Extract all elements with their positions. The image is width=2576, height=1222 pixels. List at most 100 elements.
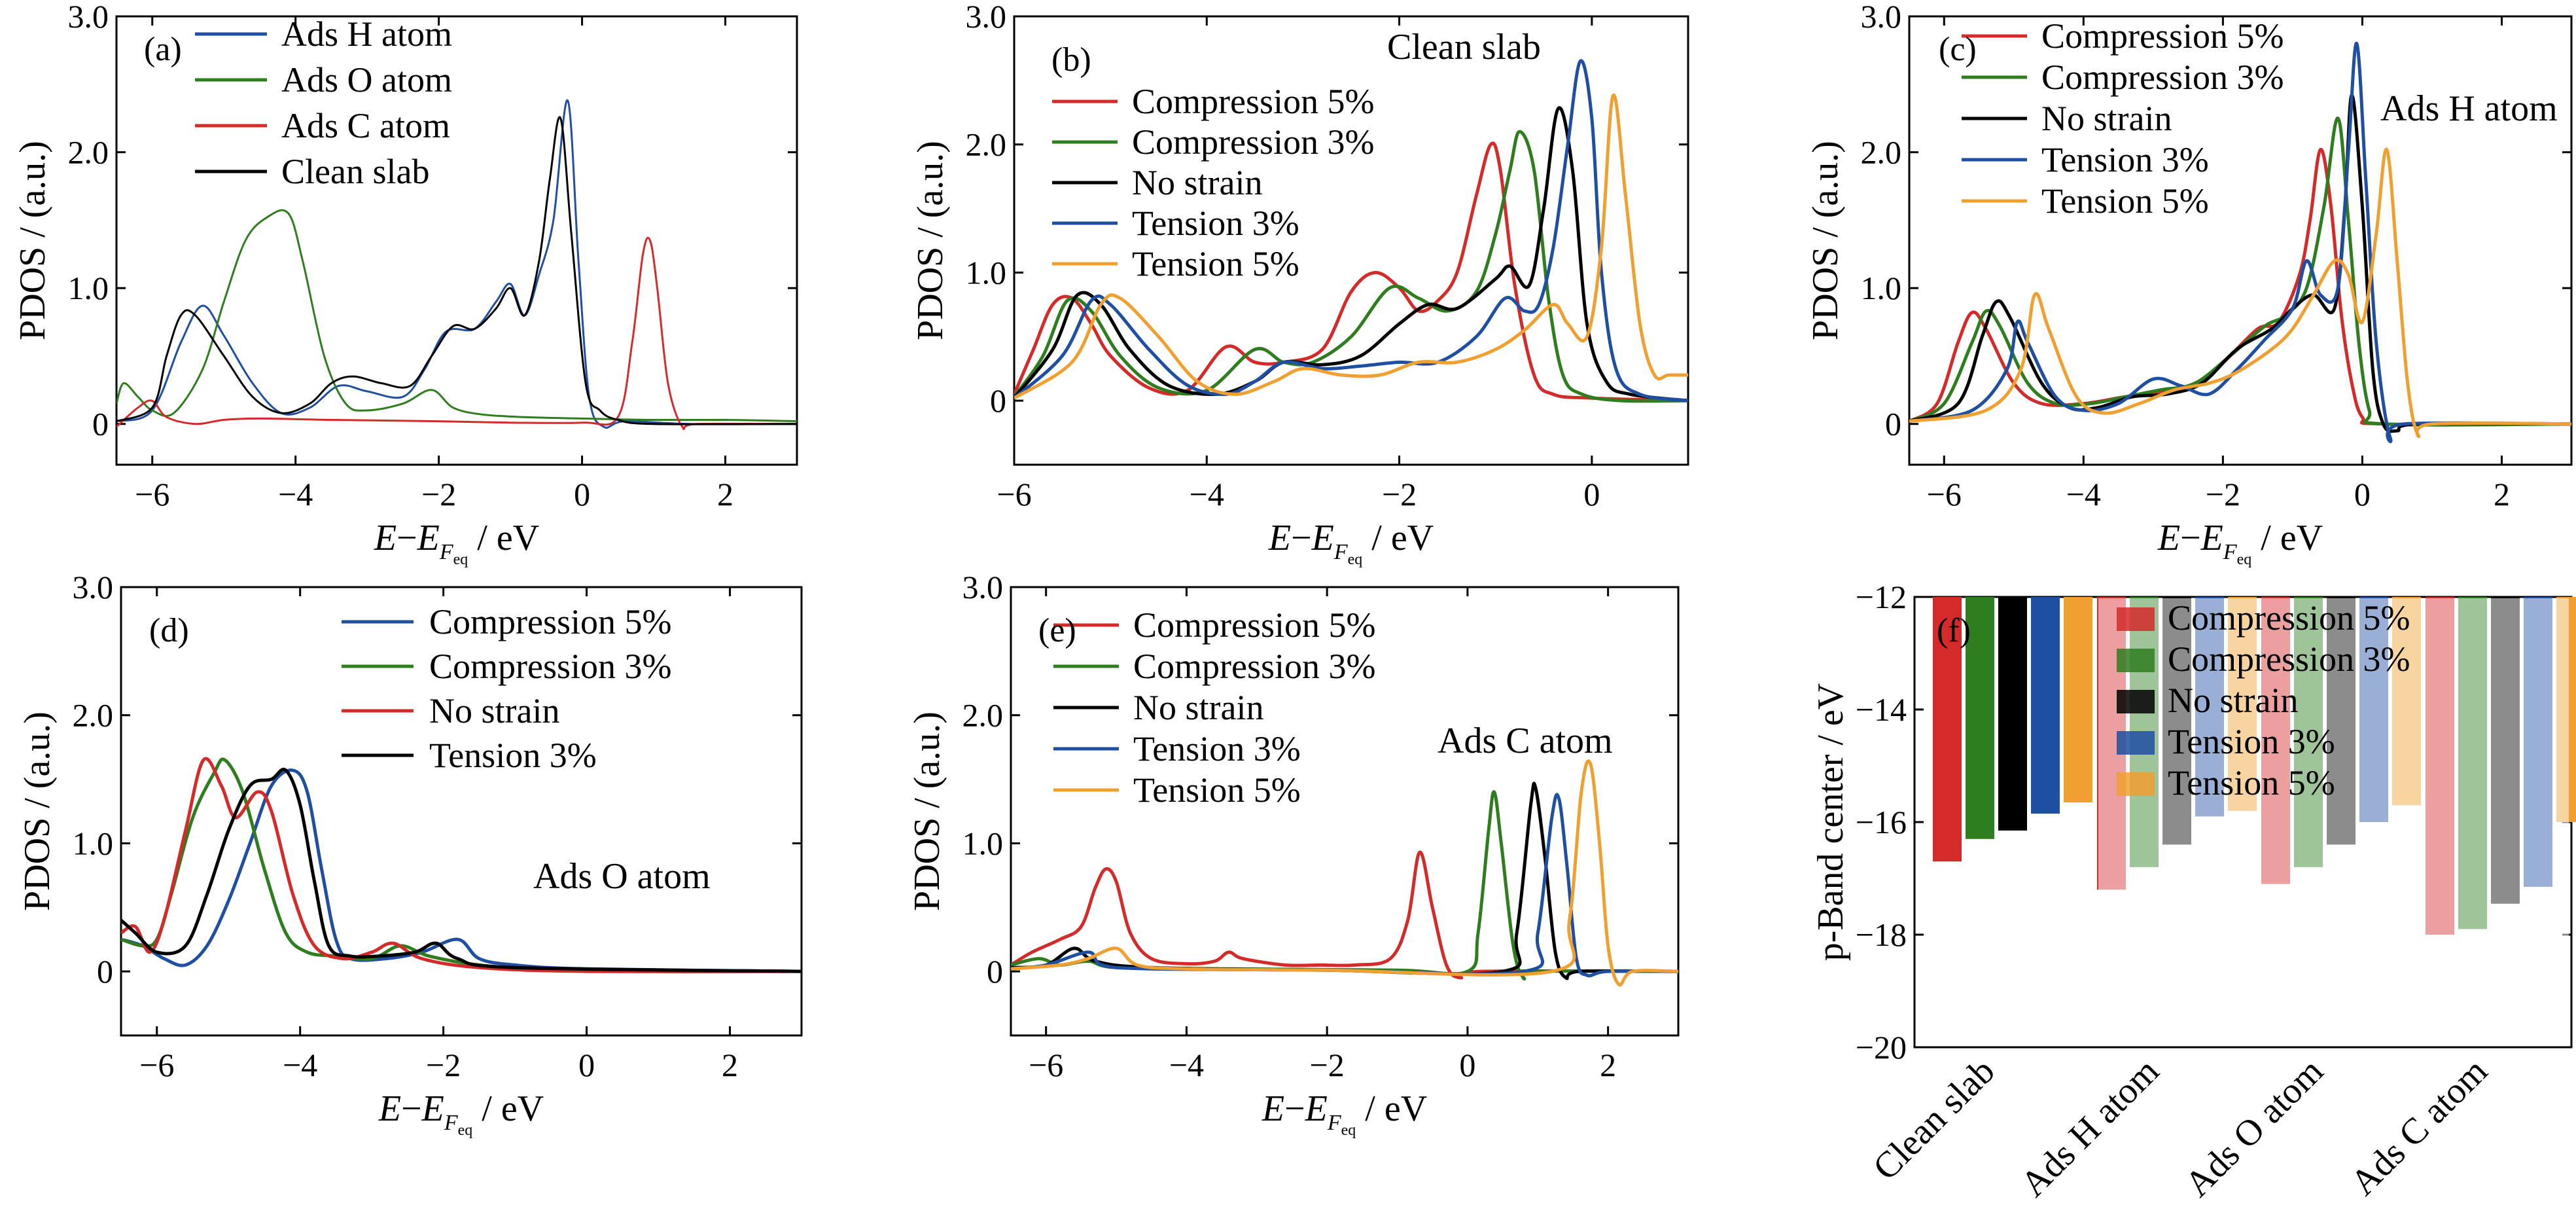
x-tick-label: 0: [578, 1047, 595, 1083]
x-tick-label: −6: [135, 476, 169, 512]
series-group: [1011, 759, 1678, 987]
legend-label: Compression 5%: [429, 602, 672, 641]
x-category-label: Clean slab: [1865, 1051, 2003, 1188]
series-line-tension-5-: [1011, 759, 1678, 987]
series-line-compression-5-: [121, 768, 802, 973]
x-tick-label: −6: [997, 476, 1031, 512]
y-tick-label: 3.0: [966, 0, 1007, 35]
y-tick-label: 3.0: [1861, 0, 1902, 35]
y-tick-label: 1.0: [1861, 270, 1902, 306]
y-tick-label: 2.0: [962, 697, 1004, 734]
legend-label: Compression 5%: [1133, 605, 1376, 645]
legend-label: Tension 5%: [2041, 181, 2209, 221]
y-tick-label: −18: [1856, 916, 1907, 953]
series-line-no-strain: [1909, 93, 2571, 433]
series-line-ads-h-atom: [116, 99, 797, 429]
legend-swatch: [2117, 649, 2155, 672]
legend-label: Compression 3%: [1132, 122, 1375, 162]
x-tick-label: 0: [574, 476, 590, 512]
y-tick-label: −16: [1856, 804, 1907, 840]
series-line-tension-3-: [1011, 793, 1678, 978]
panel-annotation: Clean slab: [1387, 27, 1541, 67]
x-category-label: Ads H atom: [2013, 1051, 2166, 1204]
legend-label: Ads O atom: [281, 60, 452, 99]
y-axis-title: PDOS / (a.u.): [12, 141, 53, 340]
y-axis-title: PDOS / (a.u.): [1805, 141, 1846, 340]
legend-label: Tension 5%: [1132, 244, 1299, 283]
y-tick-label: 1.0: [73, 825, 114, 861]
legend-label: Compression 3%: [2041, 58, 2284, 97]
legend-label: Ads C atom: [281, 106, 450, 145]
legend-label: Tension 5%: [1133, 770, 1301, 810]
plot-frame: [1010, 586, 1680, 1037]
series-line-compression-3-: [1014, 130, 1688, 403]
plot-frame: [120, 586, 803, 1037]
series-line-compression-5-: [1014, 141, 1688, 403]
legend-label: Ads H atom: [281, 14, 452, 54]
y-tick-label: 2.0: [966, 126, 1007, 163]
legend-label: No strain: [2041, 99, 2172, 138]
bar: [2031, 597, 2060, 814]
y-axis-title: PDOS / (a.u.): [910, 141, 951, 340]
panel-label: (f): [1937, 612, 1971, 649]
series-line-compression-5-: [1011, 850, 1678, 980]
y-tick-label: 0: [1885, 406, 1901, 442]
y-tick-label: 0: [990, 382, 1006, 419]
x-category-label: Ads O atom: [2177, 1051, 2331, 1204]
series-line-tension-5-: [1909, 147, 2571, 439]
panel-annotation: Ads C atom: [1438, 721, 1613, 761]
panel-label: (c): [1939, 31, 1977, 68]
y-tick-label: 2.0: [68, 134, 109, 171]
y-axis-title: p-Band center / eV: [1810, 683, 1851, 961]
y-tick-label: −12: [1856, 579, 1907, 615]
legend-swatch: [2117, 731, 2155, 755]
x-tick-label: −4: [278, 476, 313, 512]
y-tick-label: 3.0: [68, 0, 109, 35]
x-tick-label: −2: [426, 1047, 461, 1083]
series-line-compression-3-: [1909, 117, 2571, 427]
plot-frame: [115, 15, 798, 466]
legend-label: Tension 3%: [1133, 729, 1301, 768]
x-tick-label: −4: [283, 1047, 317, 1083]
legend-backdrop: [2098, 598, 2569, 963]
panel-6: −20 −18 −16 −14 −12 Clean slab Ads H atom Ads O…: [1810, 579, 2576, 1205]
legend-label: Tension 3%: [2168, 722, 2335, 761]
y-axis-title: PDOS / (a.u.): [907, 711, 947, 911]
x-tick-label: 0: [1459, 1047, 1475, 1083]
x-axis-title: E−EFeq / eV: [2157, 518, 2323, 568]
legend-swatch: [2117, 607, 2155, 631]
y-tick-label: 1.0: [966, 254, 1007, 291]
x-tick-label: 2: [717, 476, 733, 512]
series-line-ads-c-atom: [116, 236, 797, 431]
plot-frame: [1013, 15, 1689, 466]
legend-label: Compression 5%: [2041, 16, 2284, 56]
y-tick-label: 2.0: [73, 697, 114, 734]
panel-1: 0 1.0 2.0 3.0 −6 −4 −2 0 2 E−EFeq / eV Ads H atom A…: [12, 0, 798, 568]
y-axis-title: PDOS / (a.u.): [17, 711, 58, 911]
bar: [2064, 597, 2092, 802]
y-tick-label: 1.0: [68, 270, 109, 306]
panel-label: (d): [149, 612, 189, 649]
legend-label: Clean slab: [281, 152, 429, 191]
panel-3: 0 1.0 2.0 3.0 −6 −4 −2 0 2 E−EFeq / eV Compression…: [1805, 0, 2573, 568]
x-axis-title: E−EFeq / eV: [374, 518, 539, 568]
bar: [1933, 597, 1962, 862]
legend-label: No strain: [1132, 163, 1262, 202]
x-tick-label: −4: [2066, 476, 2101, 512]
x-tick-label: −2: [421, 476, 456, 512]
y-tick-label: 1.0: [962, 825, 1004, 861]
x-tick-label: 2: [1600, 1047, 1616, 1083]
y-tick-label: 0: [97, 953, 113, 990]
legend-label: No strain: [429, 691, 559, 730]
legend-label: Compression 3%: [2168, 639, 2410, 679]
series-line-tension-3-: [1014, 59, 1688, 403]
legend-label: Compression 5%: [1132, 82, 1375, 121]
x-tick-label: −4: [1169, 1047, 1204, 1083]
series-group: [116, 99, 797, 431]
panel-annotation: Ads O atom: [533, 856, 711, 897]
series-group: [1014, 59, 1688, 403]
panel-label: (e): [1038, 612, 1076, 649]
x-axis-title: E−EFeq / eV: [378, 1088, 544, 1139]
legend-label: Compression 5%: [2168, 598, 2410, 638]
legend-label: No strain: [1133, 688, 1263, 727]
